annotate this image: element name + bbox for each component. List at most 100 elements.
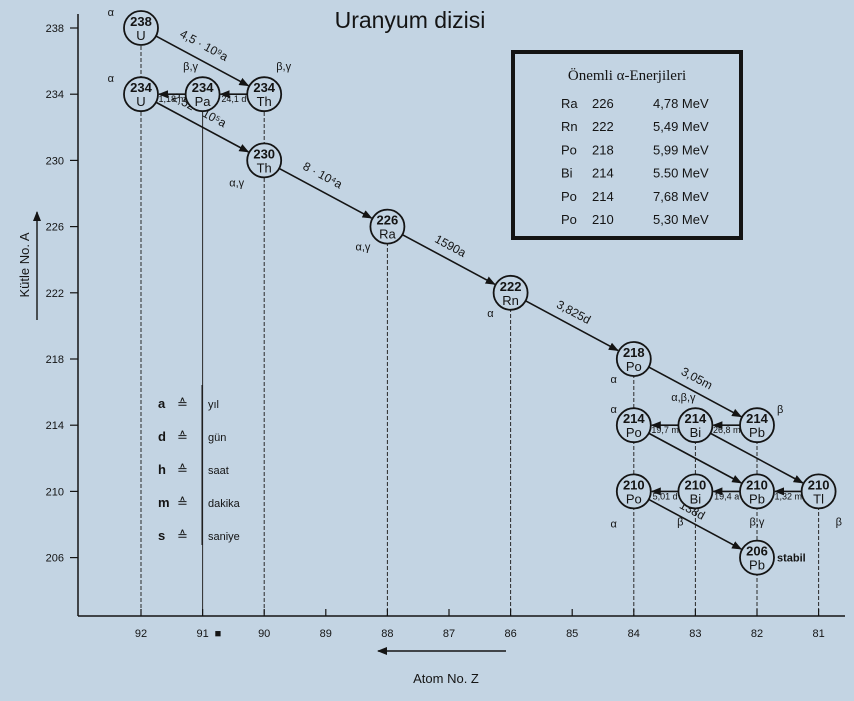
nuclide-symbol: Rn [502,293,519,308]
x-tick-label: 92 [135,628,147,640]
radiation-label: β [677,516,683,528]
legend-row: a ≙ yıl [158,396,219,411]
legend-meaning: saniye [208,531,240,543]
nuclide-mass: 222 [500,279,522,294]
x-tick-label: 90 [258,628,270,640]
nuclide-circle [615,407,652,444]
x-tick-label: 81 [812,628,824,640]
nuclide-mass: 230 [253,146,275,161]
alpha-energy-box: Önemli α-Enerjileri Ra 226 4,78 MeV Rn 222 5,… [511,50,743,240]
decay-arrow [648,432,743,484]
nuclide-circle [615,473,652,510]
nuclide-circle [677,407,714,444]
energy-nuclide: Bi [561,166,573,181]
decay-arrow: 5,01 d [650,487,679,501]
radiation-label: α [487,308,494,320]
nuclide-nodes: 238Uα234Uα234Paβ,γ234Thβ,γ230Thα,γ226Raα… [108,7,842,576]
energy-row: Bi 214 5.50 MeV [561,166,709,181]
y-tick-label: 214 [46,420,64,432]
energy-value: 5.50 MeV [653,166,709,181]
y-tick-label: 238 [46,23,64,35]
energy-value: 5,99 MeV [653,142,709,157]
half-life-label: 8 · 10⁴a [301,159,345,192]
x-tick-label: 83 [689,628,701,640]
nuclide-symbol: Bi [690,491,702,506]
energy-mass: 218 [592,142,614,157]
energy-value: 5,49 MeV [653,119,709,134]
x-tick-label: 86 [504,628,516,640]
y-tick-label: 226 [46,222,64,234]
legend-equals: ≙ [177,429,188,444]
energy-nuclide: Po [561,212,577,227]
nuclide-symbol: Ra [379,227,396,242]
radiation-label: α [108,7,115,19]
legend-row: s ≙ saniye [158,528,240,543]
nuclide-circle [739,407,775,444]
radiation-label: α,β,γ [671,392,696,404]
decay-arrow-line [648,432,743,484]
half-life-label: 19,7 m [651,425,679,435]
legend-symbol: m [158,495,170,510]
nuclide-mass: 214 [623,411,645,426]
y-tick-label: 222 [46,288,64,300]
nuclide-symbol: Pb [749,491,765,506]
legend-row: h ≙ saat [158,462,229,477]
legend-meaning: dakika [208,498,241,510]
legend-row: m ≙ dakika [158,495,241,510]
radiation-label: α [610,518,617,530]
legend-meaning: gün [208,432,226,444]
nuclide-mass: 206 [746,544,768,559]
half-life-label: 3,825d [554,297,593,327]
nuclide-mass: 234 [130,80,152,95]
energy-nuclide: Po [561,189,577,204]
nuclide-symbol: Pb [749,425,765,440]
energy-mass: 214 [592,189,614,204]
units-legend-rows: a ≙ yıl d ≙ gün h ≙ saat m ≙ dakika s ≙ saniye [158,396,241,543]
decay-arrow-line [648,498,743,550]
nuclide-mass: 214 [746,411,768,426]
decay-arrow-line [278,167,373,219]
radiation-label: β [777,404,783,416]
decay-arrow-line [401,233,496,285]
decay-arrow: 1590a [401,232,496,285]
energy-row: Po 210 5,30 MeV [561,212,709,227]
nuclide-circle [615,341,652,377]
nuclide-mass: 218 [623,345,645,360]
y-tick-label: 218 [46,354,64,366]
energy-mass: 222 [592,119,614,134]
radiation-label: β,γ [183,61,198,73]
radiation-label: α [610,374,617,386]
energy-box-title: Önemli α-Enerjileri [568,67,686,84]
energy-rows: Ra 226 4,78 MeV Rn 222 5,49 MeV Po 218 5,99 MeV B… [561,96,709,227]
energy-row: Ra 226 4,78 MeV [561,96,709,111]
nuclide-symbol: Th [257,160,272,175]
x-tick-label: 89 [320,628,332,640]
x-tick-label: 82 [751,628,763,640]
energy-nuclide: Ra [561,96,578,111]
nuclide-symbol: U [136,28,145,43]
nuclide-mass: 238 [130,14,152,29]
energy-row: Po 214 7,68 MeV [561,189,709,204]
half-life-label: 1,18 m [159,94,187,104]
nuclide-mass: 210 [685,477,707,492]
legend-row: d ≙ gün [158,429,226,444]
y-axis-label: Kütle No. A [17,232,32,297]
vertical-guide-lines [140,28,820,616]
nuclide-symbol: Pa [195,94,212,109]
nuclide-symbol: Po [626,425,642,440]
legend-equals: ≙ [177,528,188,543]
nuclide-circle [369,208,406,245]
decay-arrow: 3,825d [525,297,619,352]
decay-arrow: 24,1 d [219,90,248,104]
